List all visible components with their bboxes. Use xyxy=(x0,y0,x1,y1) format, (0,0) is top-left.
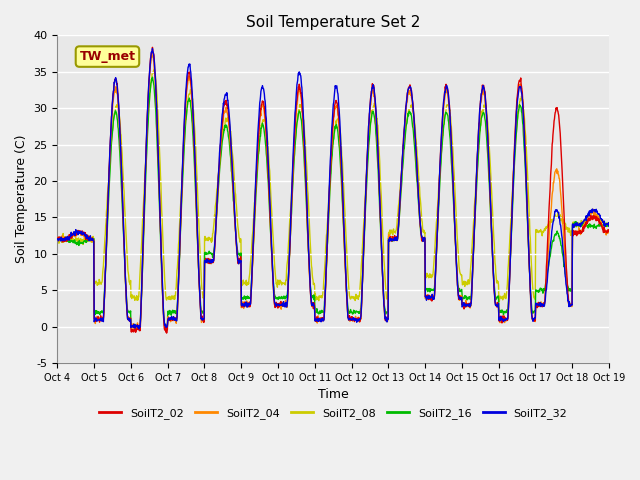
SoilT2_16 xyxy=(239,295,246,301)
SoilT2_04 xyxy=(164,323,172,328)
SoilT2_08 xyxy=(54,240,61,245)
SoilT2_02 xyxy=(164,326,172,332)
SoilT2_02 xyxy=(420,235,428,240)
SoilT2_02 xyxy=(239,301,246,307)
SoilT2_04 xyxy=(54,235,61,241)
Text: TW_met: TW_met xyxy=(79,50,136,63)
SoilT2_32 xyxy=(605,223,612,229)
SoilT2_02 xyxy=(148,45,156,50)
SoilT2_16 xyxy=(605,221,612,227)
Title: Soil Temperature Set 2: Soil Temperature Set 2 xyxy=(246,15,420,30)
SoilT2_02 xyxy=(540,300,548,306)
Line: SoilT2_32: SoilT2_32 xyxy=(58,48,609,329)
SoilT2_32 xyxy=(148,46,156,51)
Line: SoilT2_16: SoilT2_16 xyxy=(58,77,609,328)
SoilT2_02 xyxy=(54,236,61,241)
SoilT2_16 xyxy=(420,236,428,241)
SoilT2_04 xyxy=(420,239,428,244)
SoilT2_16 xyxy=(177,221,185,227)
SoilT2_08 xyxy=(177,205,184,211)
SoilT2_16 xyxy=(492,295,499,301)
Legend: SoilT2_02, SoilT2_04, SoilT2_08, SoilT2_16, SoilT2_32: SoilT2_02, SoilT2_04, SoilT2_08, SoilT2_… xyxy=(94,403,572,423)
X-axis label: Time: Time xyxy=(318,388,349,401)
SoilT2_02 xyxy=(492,301,499,307)
SoilT2_08 xyxy=(238,283,246,288)
SoilT2_08 xyxy=(495,299,503,304)
SoilT2_02 xyxy=(605,228,612,234)
Line: SoilT2_04: SoilT2_04 xyxy=(58,55,609,328)
SoilT2_04 xyxy=(540,303,548,309)
SoilT2_16 xyxy=(148,74,156,80)
Line: SoilT2_02: SoilT2_02 xyxy=(58,48,609,333)
SoilT2_08 xyxy=(419,228,427,234)
SoilT2_08 xyxy=(150,66,158,72)
SoilT2_08 xyxy=(605,222,612,228)
SoilT2_32 xyxy=(164,322,172,328)
SoilT2_16 xyxy=(54,236,61,242)
SoilT2_16 xyxy=(540,288,548,294)
SoilT2_08 xyxy=(163,295,171,301)
SoilT2_08 xyxy=(492,260,499,266)
SoilT2_04 xyxy=(239,301,246,307)
SoilT2_32 xyxy=(239,301,246,307)
Y-axis label: Soil Temperature (C): Soil Temperature (C) xyxy=(15,135,28,264)
SoilT2_32 xyxy=(420,236,428,241)
SoilT2_32 xyxy=(177,209,185,215)
SoilT2_32 xyxy=(540,303,548,309)
SoilT2_04 xyxy=(605,229,612,235)
SoilT2_16 xyxy=(132,325,140,331)
SoilT2_32 xyxy=(135,326,143,332)
SoilT2_02 xyxy=(177,215,185,220)
SoilT2_04 xyxy=(492,300,499,306)
SoilT2_04 xyxy=(130,325,138,331)
SoilT2_04 xyxy=(148,52,156,58)
SoilT2_16 xyxy=(164,323,172,329)
SoilT2_32 xyxy=(492,302,499,308)
Line: SoilT2_08: SoilT2_08 xyxy=(58,69,609,301)
SoilT2_02 xyxy=(163,330,170,336)
SoilT2_08 xyxy=(540,228,548,234)
SoilT2_32 xyxy=(54,236,61,242)
SoilT2_04 xyxy=(177,216,185,221)
